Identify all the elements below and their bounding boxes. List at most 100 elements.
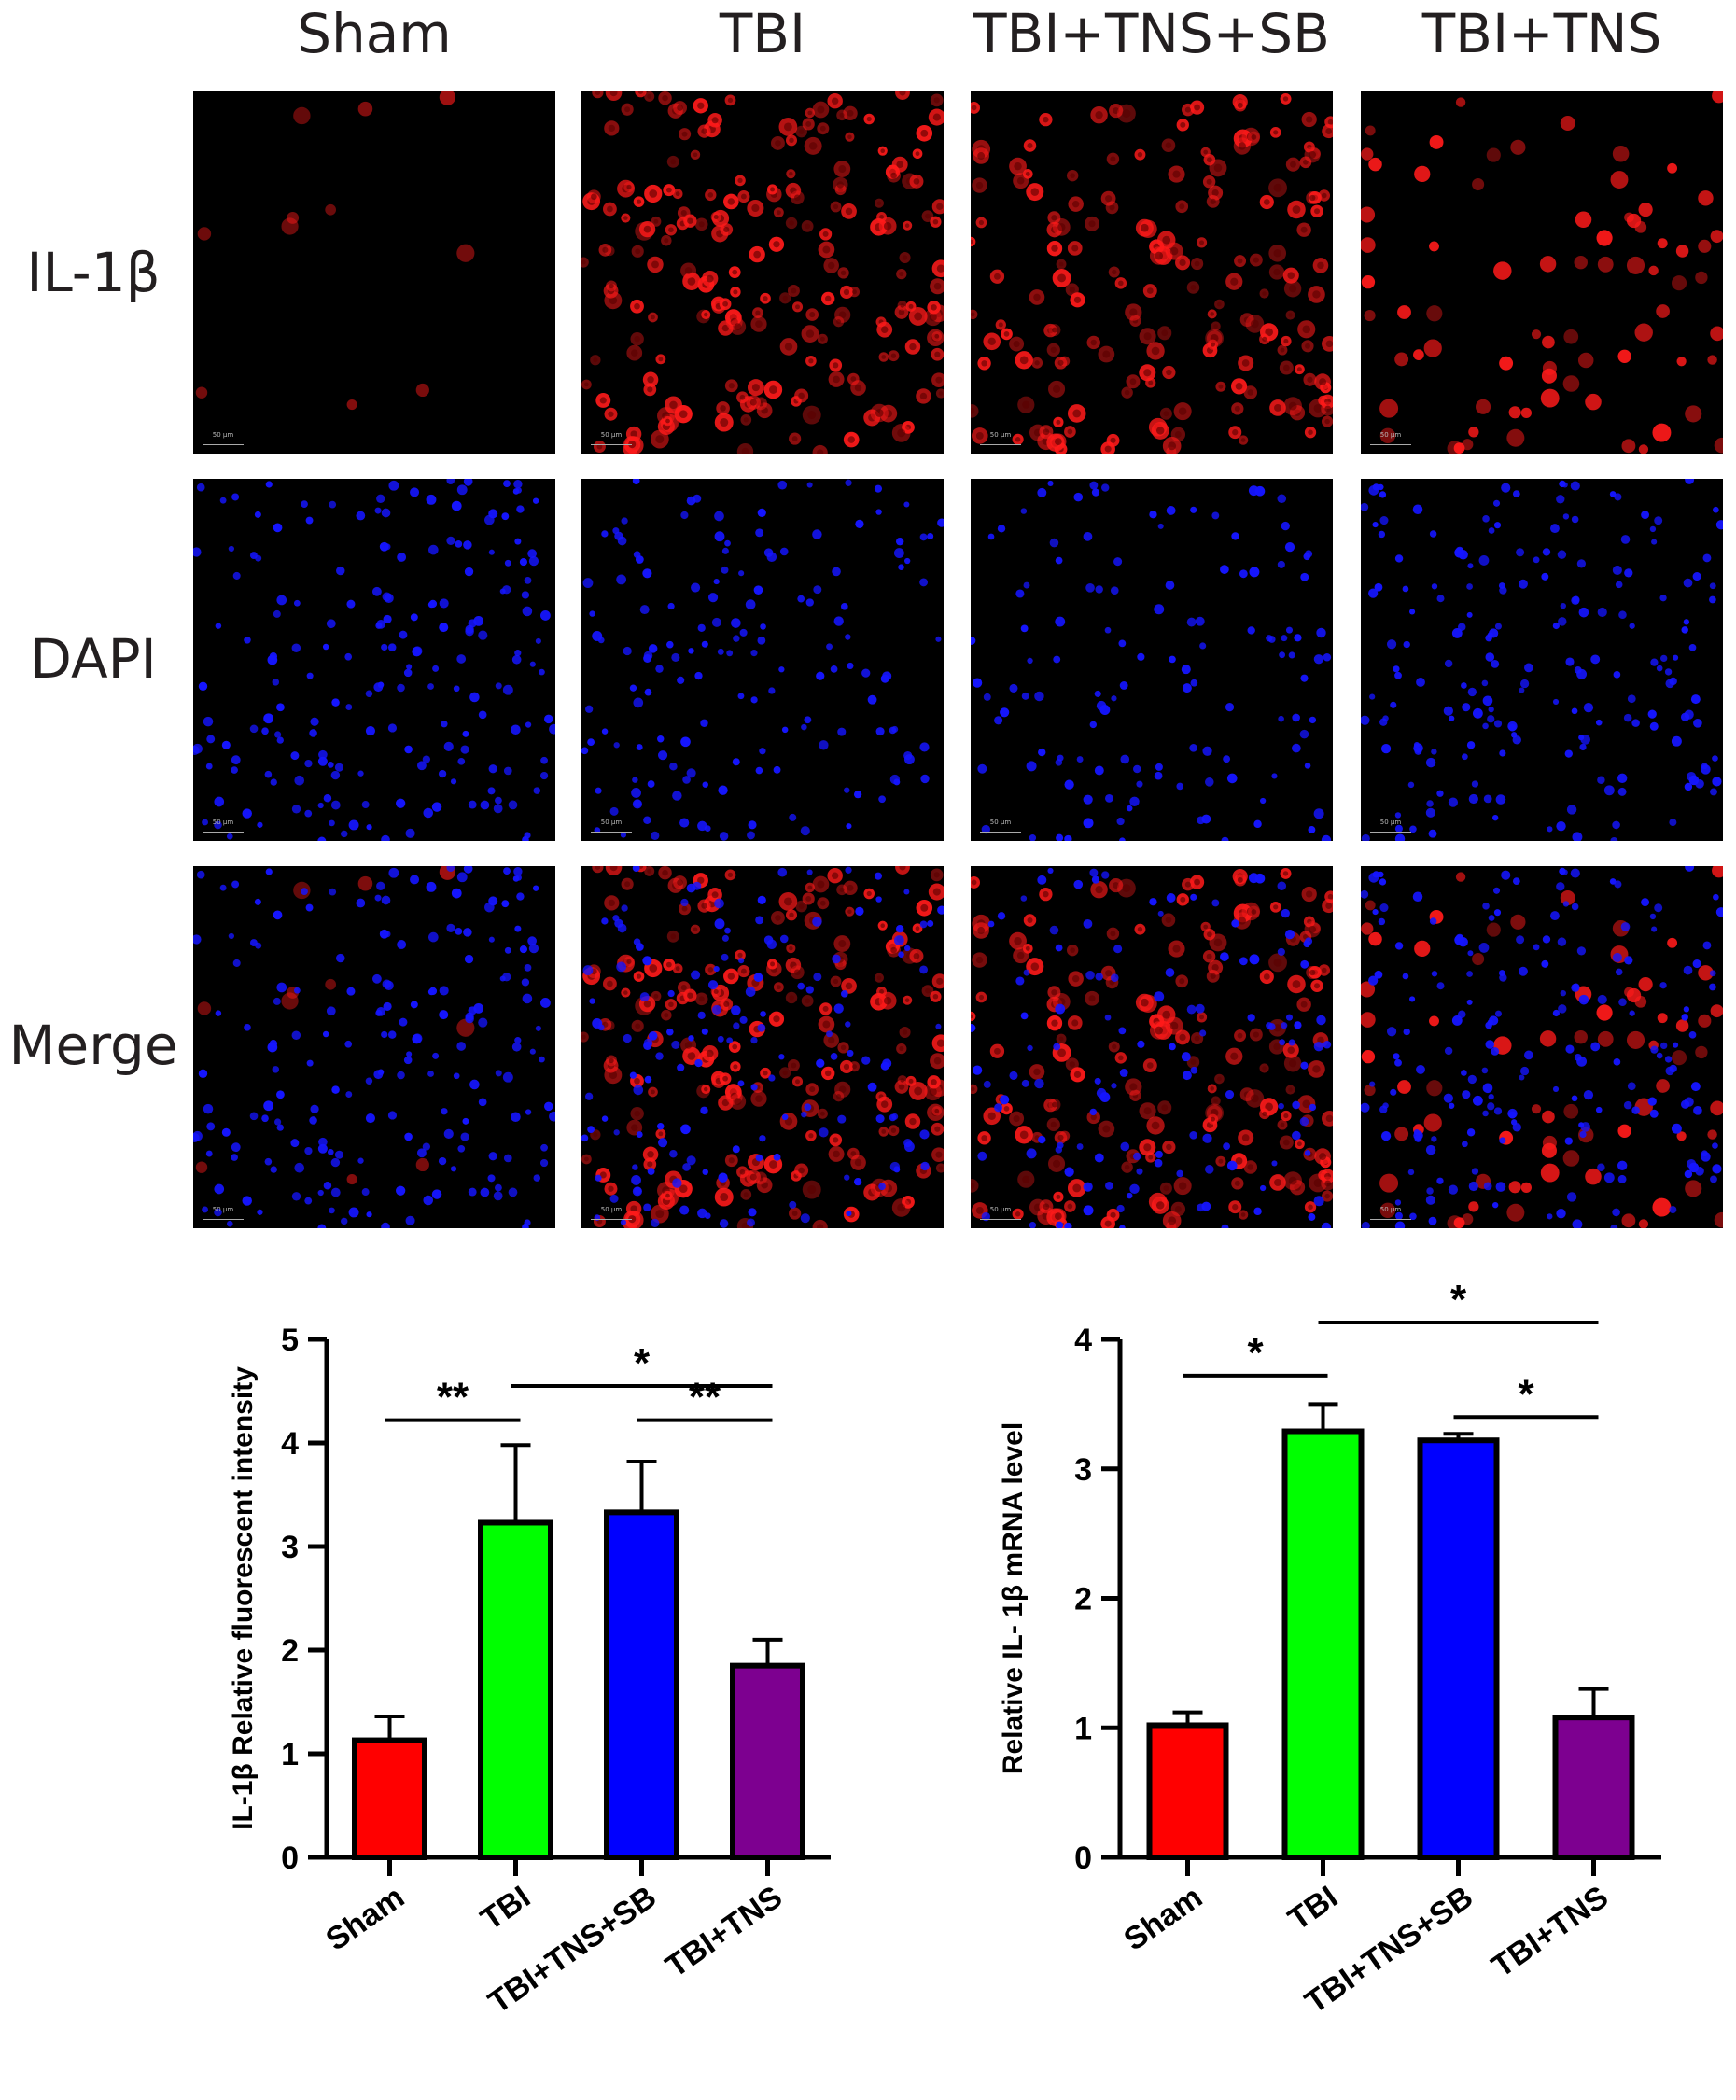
cell-nucleus-dark [978,219,985,226]
dapi-nucleus [463,479,473,486]
dapi-nucleus [504,946,511,954]
cell-nucleus-dark [749,1173,757,1181]
cell-nucleus-dark [824,295,832,302]
cell-nucleus-dark [1247,389,1254,396]
il1b-cell [1361,1012,1376,1028]
cell-nucleus-dark [1050,346,1057,354]
cell-nucleus-dark [909,343,917,351]
dapi-nucleus [1425,757,1436,768]
dapi-nucleus [875,1114,885,1124]
dapi-nucleus [621,904,628,912]
y-tick-label: 0 [281,1841,299,1876]
cell-nucleus-dark [630,1205,637,1212]
cell-nucleus-dark [1241,1134,1250,1141]
dapi-nucleus [330,1187,341,1197]
cell-nucleus-dark [791,1062,797,1069]
dapi-nucleus [846,823,852,830]
dapi-nucleus [1462,1090,1471,1099]
cell-nucleus-dark [1321,967,1327,973]
dapi-nucleus [529,661,536,667]
dapi-nucleus [634,1186,642,1195]
cell-nucleus-dark [634,335,640,343]
dapi-nucleus [804,1103,812,1112]
dapi-nucleus [903,889,910,895]
dapi-nucleus [927,532,934,539]
dapi-nucleus [833,616,844,626]
cell-nucleus-dark [647,386,653,393]
dapi-nucleus [750,1084,758,1091]
dapi-nucleus [499,588,506,595]
dapi-nucleus [1571,903,1579,911]
cell-nucleus-dark [636,973,642,979]
cell-nucleus-dark [1324,1172,1332,1180]
dapi-nucleus [768,1074,776,1082]
dapi-nucleus [779,934,789,944]
dapi-nucleus [1715,907,1723,917]
dapi-nucleus [331,698,340,707]
dapi-nucleus [648,1031,658,1041]
il1b-cell [1634,996,1647,1008]
cell-nucleus-dark [737,177,743,184]
cell-nucleus-dark [975,181,984,189]
column-header-tbi-tns: TBI+TNS [1421,2,1662,65]
dapi-nucleus [371,973,382,984]
cell-nucleus-dark [1050,1121,1057,1128]
dapi-nucleus [971,1024,976,1032]
dapi-nucleus [249,724,259,734]
bar [1281,1428,1365,1860]
dapi-nucleus [1701,1150,1708,1157]
cell-nucleus-dark [769,385,777,394]
cell-nucleus-dark [1308,429,1313,435]
dapi-nucleus [1597,607,1607,618]
cell-nucleus-dark [609,91,618,97]
il1b-cell [1638,977,1653,992]
cell-nucleus-dark [1238,142,1246,150]
cell-nucleus-dark [1303,159,1309,165]
dapi-nucleus [495,682,502,690]
il1b-cell [1563,1103,1579,1119]
il1b-cell [1714,1211,1723,1228]
cell-nucleus-dark [1263,973,1270,980]
dapi-nucleus [1119,1225,1126,1228]
dapi-nucleus [1712,1164,1722,1174]
cell-nucleus-dark [914,312,923,321]
dapi-nucleus [1702,941,1712,950]
cell-nucleus-dark [1034,360,1040,366]
dapi-nucleus [1552,622,1560,630]
dapi-nucleus [1482,1110,1489,1117]
cell-nucleus-dark [727,97,734,104]
cell-nucleus-dark [1102,1125,1111,1133]
micrograph-il1b-tbi: 50 μm [581,91,944,454]
cell-nucleus-dark [1294,409,1301,416]
il1b-cell [1541,1142,1557,1158]
dapi-nucleus [1083,1205,1094,1216]
cell-nucleus-dark [898,1084,905,1090]
dapi-nucleus [1656,665,1663,672]
dapi-nucleus [1629,623,1635,629]
dapi-nucleus [1379,903,1389,913]
dapi-nucleus [1665,1066,1674,1076]
cell-nucleus-dark [665,961,672,968]
cell-nucleus-dark [609,283,614,289]
cell-nucleus-dark [1234,405,1240,412]
dapi-nucleus [1064,1222,1072,1228]
cell-nucleus-dark [1251,134,1257,140]
il1b-cell [1429,1015,1439,1027]
dapi-nucleus [549,723,555,735]
scale-bar-line [980,832,1021,833]
dapi-nucleus [453,685,460,693]
dapi-nucleus [1015,589,1025,598]
bar [1146,1722,1229,1860]
cell-nucleus-dark [711,117,719,124]
cell-nucleus-dark [919,392,928,400]
dapi-nucleus [1204,777,1214,787]
dapi-nucleus [1299,1116,1309,1127]
dapi-nucleus [1493,720,1503,728]
cell-nucleus-dark [1088,995,1096,1002]
dapi-nucleus [1499,1137,1506,1144]
cell-nucleus-dark [1207,931,1212,938]
cell-nucleus-dark [680,985,687,991]
dapi-nucleus [1154,604,1165,615]
il1b-cell [439,91,456,105]
cell-nucleus-dark [938,1166,944,1170]
